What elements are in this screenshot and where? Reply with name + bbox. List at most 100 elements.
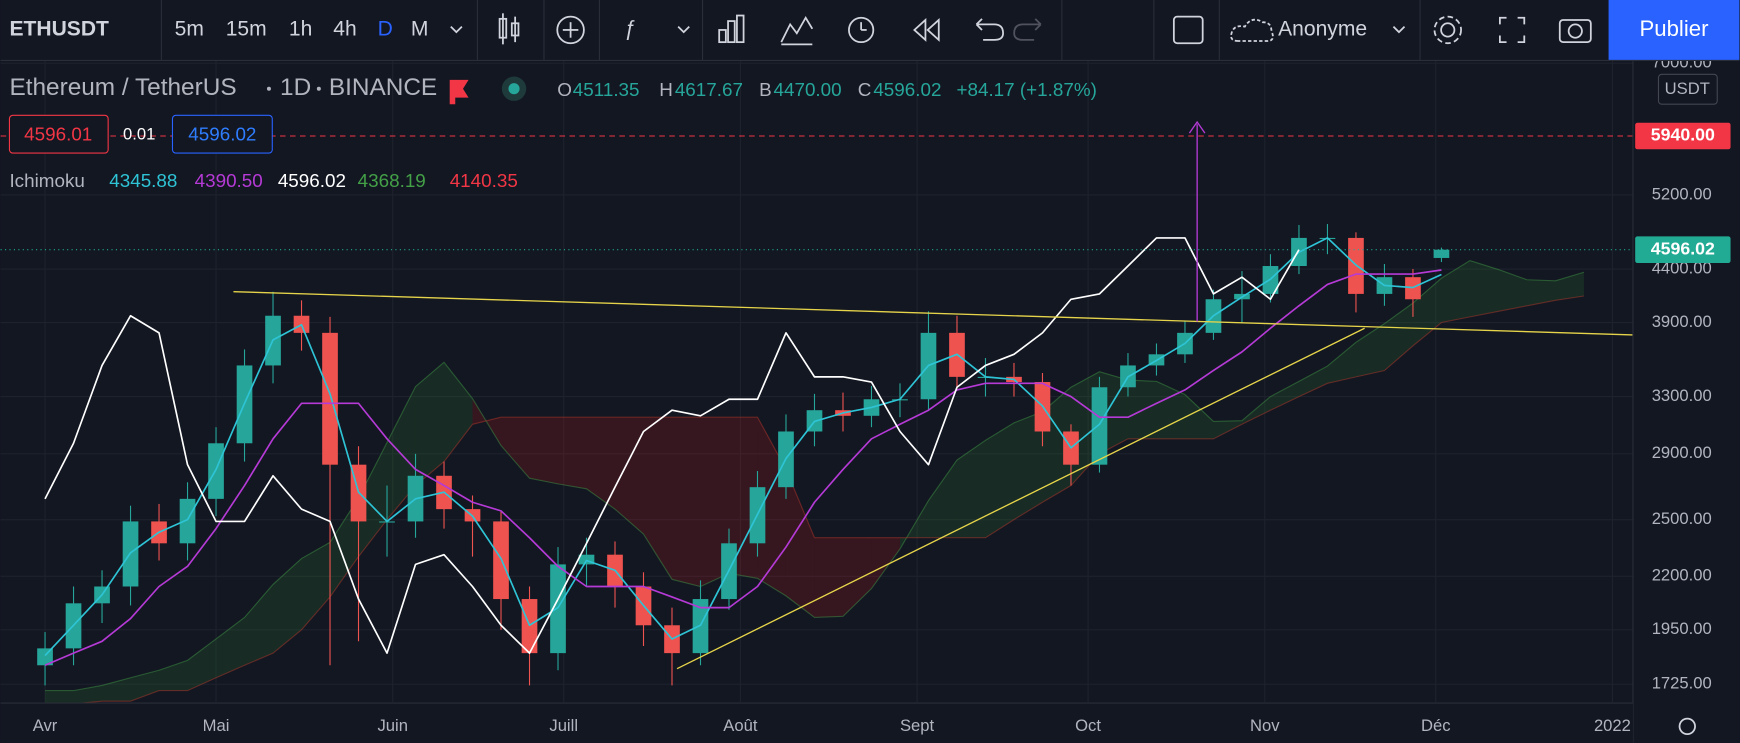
interval[interactable]: M <box>411 18 429 41</box>
compare-icon[interactable] <box>556 15 585 45</box>
x-tick-label: 2022 <box>1594 716 1631 735</box>
rewind-icon[interactable] <box>913 17 940 42</box>
cloud-segment <box>1469 260 1499 317</box>
cloud-line <box>45 259 1585 692</box>
cloud-line <box>45 295 1585 705</box>
price-badge <box>1635 236 1731 264</box>
cloud-segment <box>785 469 815 618</box>
time-axis[interactable] <box>0 703 1633 743</box>
dropdown-icon[interactable] <box>450 25 463 34</box>
account-name[interactable]: Anonyme <box>1278 18 1367 41</box>
cloud-segment <box>558 417 587 489</box>
interval-active[interactable]: D <box>378 18 393 41</box>
indicators-icon[interactable]: ƒ <box>624 18 636 41</box>
cloud-segment <box>159 660 188 691</box>
price-badge-label: 4596.02 <box>1651 238 1715 258</box>
cloud-segment <box>415 362 445 486</box>
indicator-line <box>44 237 1442 657</box>
interval[interactable]: 1h <box>289 18 312 41</box>
trend-line[interactable] <box>676 327 1365 670</box>
price-badge <box>1635 122 1731 150</box>
cloud-segment <box>501 417 530 479</box>
currency-box[interactable] <box>1657 73 1718 105</box>
indicator-value: 4368.19 <box>358 170 426 191</box>
x-tick-label: Nov <box>1250 716 1280 735</box>
cloud-segment <box>529 417 559 484</box>
price-axis[interactable] <box>1632 60 1740 743</box>
undo-icon[interactable] <box>975 18 1004 41</box>
flag-icon[interactable] <box>449 79 469 105</box>
snapshot-icon[interactable] <box>1558 19 1592 44</box>
y-tick-label: 5200.00 <box>1652 184 1712 203</box>
cloud-segment <box>358 442 388 557</box>
axes: 7000.005200.004400.003900.003300.002900.… <box>33 53 1731 735</box>
status-dot <box>508 83 520 95</box>
y-tick-label: 2900.00 <box>1652 443 1712 462</box>
cloud-segment <box>671 417 701 587</box>
cloud-segment <box>102 677 131 702</box>
ohlc-value: 4617.67 <box>675 79 743 100</box>
ohlc-value: 4470.00 <box>774 79 842 100</box>
ohlc-letter: O <box>557 79 572 100</box>
cloud-segment <box>814 537 843 618</box>
cloud-segment <box>1327 342 1356 384</box>
cloud-segment <box>1355 323 1385 377</box>
redo-icon[interactable] <box>1013 18 1042 41</box>
templates-icon[interactable] <box>718 14 745 44</box>
trend-line[interactable] <box>233 290 1633 336</box>
layout-icon[interactable] <box>1172 15 1204 45</box>
interval[interactable]: 4h <box>333 18 356 41</box>
alert-icon[interactable] <box>848 16 875 44</box>
candle-body <box>322 332 338 465</box>
cloud-segment <box>1555 272 1584 301</box>
interval[interactable]: 5m <box>175 18 204 41</box>
ohlc-change: +84.17 (+1.87%) <box>956 79 1096 100</box>
cloud-segment <box>1298 366 1328 397</box>
cloud-segment <box>928 460 957 538</box>
cloud-segment <box>1184 394 1214 439</box>
candle-body <box>37 648 53 666</box>
sell-button[interactable] <box>8 114 109 154</box>
cloud-segment <box>273 558 302 654</box>
y-tick-label: 4400.00 <box>1652 258 1712 277</box>
cloud-segment <box>1013 411 1043 520</box>
settings-icon[interactable] <box>1433 15 1462 45</box>
cloud-segment <box>244 584 274 666</box>
dot <box>266 86 271 91</box>
plot <box>0 60 1633 705</box>
replay-icon[interactable] <box>780 15 814 46</box>
fullscreen-icon[interactable] <box>1498 16 1526 44</box>
y-tick-label: 3300.00 <box>1652 386 1712 405</box>
cloud-segment <box>216 617 245 678</box>
publish-button[interactable] <box>1608 0 1740 60</box>
cloud-segment <box>586 417 616 510</box>
indicator-line <box>44 237 1300 654</box>
cloud-segment <box>871 537 900 589</box>
publish-label: Publier <box>1640 16 1710 41</box>
dropdown-icon[interactable] <box>1392 25 1406 34</box>
settings-icon[interactable] <box>1678 717 1696 736</box>
x-tick-label: Mai <box>203 716 230 735</box>
cloud-segment <box>1498 269 1527 312</box>
symbol[interactable]: ETHUSDT <box>9 18 109 41</box>
cloud-segment <box>842 537 872 617</box>
cloud-icon[interactable] <box>1230 18 1274 42</box>
exchange: BINANCE <box>329 74 437 101</box>
dropdown-icon[interactable] <box>677 25 690 34</box>
interval[interactable]: 15m <box>226 18 267 41</box>
candles-icon[interactable] <box>498 13 520 45</box>
cloud-segment <box>1241 396 1271 425</box>
indicator-value: 4140.35 <box>450 170 518 191</box>
y-tick-label: 3900.00 <box>1652 312 1712 331</box>
ohlc-value: 4596.02 <box>873 79 941 100</box>
buy-button[interactable] <box>171 114 273 154</box>
price-badge-label: 5940.00 <box>1651 125 1715 145</box>
cloud-segment <box>1213 420 1242 439</box>
indicator-name[interactable]: Ichimoku <box>9 170 84 191</box>
y-tick-label: 1725.00 <box>1652 674 1712 693</box>
candle-body <box>1091 387 1108 465</box>
x-tick-label: Juin <box>377 716 407 735</box>
cloud-segment <box>330 498 359 597</box>
